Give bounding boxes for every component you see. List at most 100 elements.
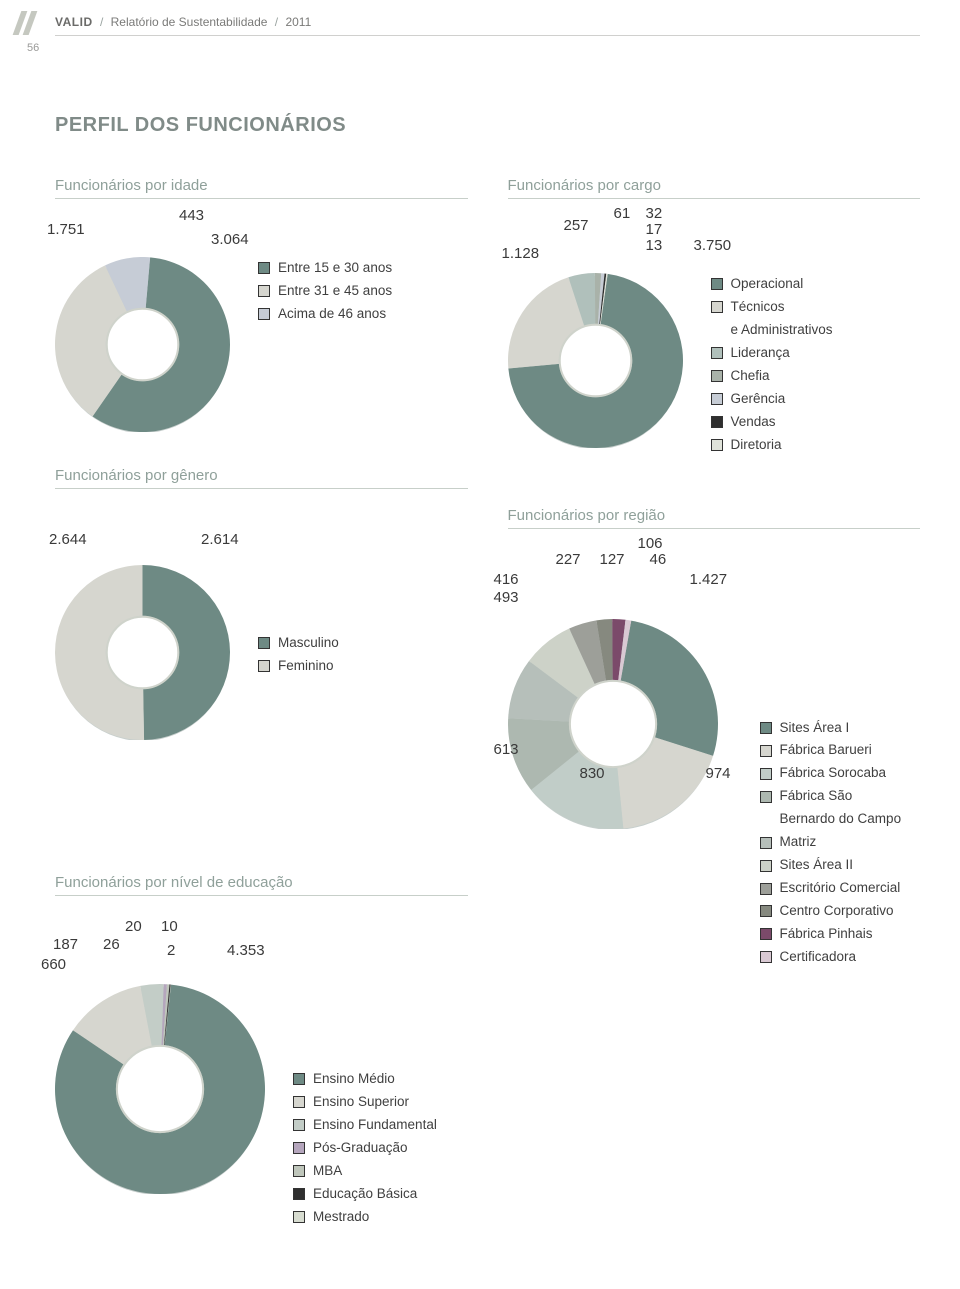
legend-label: Diretoria — [731, 434, 782, 457]
callout-value: 613 — [494, 741, 519, 758]
chart-educacao: Funcionários por nível de educação Ensin… — [55, 874, 468, 1199]
legend-item: Fábrica Pinhais — [760, 923, 902, 946]
legend-swatch-icon — [258, 637, 270, 649]
legend-swatch-icon — [711, 416, 723, 428]
legend-item: Escritório Comercial — [760, 877, 902, 900]
legend-swatch-icon — [258, 285, 270, 297]
legend-item: Operacional — [711, 273, 833, 296]
callout-value: 3.750 — [694, 237, 732, 254]
legend-item: Entre 31 e 45 anos — [258, 280, 392, 303]
legend-item: Mestrado — [293, 1206, 437, 1229]
legend-swatch-icon — [293, 1073, 305, 1085]
callout-value: 1.128 — [502, 245, 540, 262]
callout-value: 227 — [556, 551, 581, 568]
donut-chart — [508, 619, 718, 829]
chart-genero: Funcionários por gênero MasculinoFeminin… — [55, 467, 468, 834]
legend-label: Vendas — [731, 411, 776, 434]
legend-swatch-icon — [293, 1188, 305, 1200]
legend-label: Acima de 46 anos — [278, 303, 386, 326]
callout-value: 1.751 — [47, 221, 85, 238]
callout-value: 443 — [179, 207, 204, 224]
legend-label: e Administrativos — [731, 319, 833, 342]
page-number: 56 — [27, 42, 920, 54]
legend-item: Matriz — [760, 831, 902, 854]
callout-value: 10 — [161, 918, 178, 935]
legend-swatch-icon — [711, 393, 723, 405]
legend-item: Sites Área II — [760, 854, 902, 877]
legend-label: Centro Corporativo — [780, 900, 894, 923]
callout-value: 830 — [580, 765, 605, 782]
chart-legend: Ensino MédioEnsino SuperiorEnsino Fundam… — [293, 1068, 437, 1229]
callout-value: 2.644 — [49, 531, 87, 548]
legend-label: Técnicos — [731, 296, 785, 319]
legend-label: Sites Área II — [780, 854, 854, 877]
callout-value: 32 — [646, 205, 663, 222]
legend-swatch-icon — [711, 301, 723, 313]
legend-swatch-icon — [293, 1165, 305, 1177]
legend-item: Fábrica São — [760, 785, 902, 808]
brand: VALID — [55, 15, 93, 29]
legend-item: Acima de 46 anos — [258, 303, 392, 326]
callout-value: 2 — [167, 942, 175, 959]
legend-item: Educação Básica — [293, 1183, 437, 1206]
page-header: VALID / Relatório de Sustentabilidade / … — [55, 15, 920, 36]
legend-label: Pós-Graduação — [313, 1137, 408, 1160]
callout-value: 106 — [638, 535, 663, 552]
chart-idade: Funcionários por idade Entre 15 e 30 ano… — [55, 177, 468, 457]
legend-label: Liderança — [731, 342, 790, 365]
legend-swatch-icon — [760, 722, 772, 734]
legend-swatch-icon — [293, 1119, 305, 1131]
legend-swatch-icon — [258, 308, 270, 320]
callout-value: 1.427 — [690, 571, 728, 588]
callout-value: 416 — [494, 571, 519, 588]
section-title: PERFIL DOS FUNCIONÁRIOS — [55, 114, 920, 137]
legend-label: Ensino Médio — [313, 1068, 395, 1091]
chart-title: Funcionários por idade — [55, 177, 468, 199]
chart-legend: Entre 15 e 30 anosEntre 31 e 45 anosAcim… — [258, 257, 392, 326]
legend-label: Escritório Comercial — [780, 877, 901, 900]
callout-value: 26 — [103, 936, 120, 953]
legend-label: Entre 31 e 45 anos — [278, 280, 392, 303]
legend-item: Entre 15 e 30 anos — [258, 257, 392, 280]
chart-title: Funcionários por nível de educação — [55, 874, 468, 896]
legend-label: Masculino — [278, 632, 339, 655]
legend-label: Chefia — [731, 365, 770, 388]
legend-swatch-icon — [760, 745, 772, 757]
legend-swatch-icon — [760, 928, 772, 940]
chart-regiao: Funcionários por região 1.427 974 830 61… — [508, 507, 921, 834]
legend-item: Certificadora — [760, 946, 902, 969]
legend-label: Educação Básica — [313, 1183, 417, 1206]
chart-title: Funcionários por gênero — [55, 467, 468, 489]
legend-item: e Administrativos — [711, 319, 833, 342]
legend-item: Gerência — [711, 388, 833, 411]
donut-chart — [508, 273, 683, 448]
callout-value: 974 — [706, 765, 731, 782]
legend-label: Sites Área I — [780, 717, 850, 740]
legend-label: Entre 15 e 30 anos — [278, 257, 392, 280]
callout-value: 493 — [494, 589, 519, 606]
legend-item: Ensino Médio — [293, 1068, 437, 1091]
chart-legend: Sites Área IFábrica BarueriFábrica Soroc… — [760, 717, 902, 969]
callout-value: 13 — [646, 237, 663, 254]
legend-swatch-icon — [760, 791, 772, 803]
callout-value: 3.064 — [211, 231, 249, 248]
legend-item: Feminino — [258, 655, 339, 678]
chart-cargo: Funcionários por cargo OperacionalTécnic… — [508, 177, 921, 457]
callout-value: 46 — [650, 551, 667, 568]
legend-swatch-icon — [258, 262, 270, 274]
legend-label: Mestrado — [313, 1206, 369, 1229]
callout-value: 17 — [646, 221, 663, 238]
legend-swatch-icon — [760, 860, 772, 872]
legend-item: MBA — [293, 1160, 437, 1183]
doc-year: 2011 — [285, 15, 311, 29]
doc-title: Relatório de Sustentabilidade — [111, 15, 268, 29]
header-slashes-icon — [17, 11, 37, 39]
legend-label: Bernardo do Campo — [780, 808, 902, 831]
legend-swatch-icon — [760, 837, 772, 849]
legend-item: Técnicos — [711, 296, 833, 319]
callout-value: 660 — [41, 956, 66, 973]
legend-swatch-icon — [760, 768, 772, 780]
legend-label: Certificadora — [780, 946, 857, 969]
legend-swatch-icon — [293, 1096, 305, 1108]
legend-swatch-icon — [711, 347, 723, 359]
